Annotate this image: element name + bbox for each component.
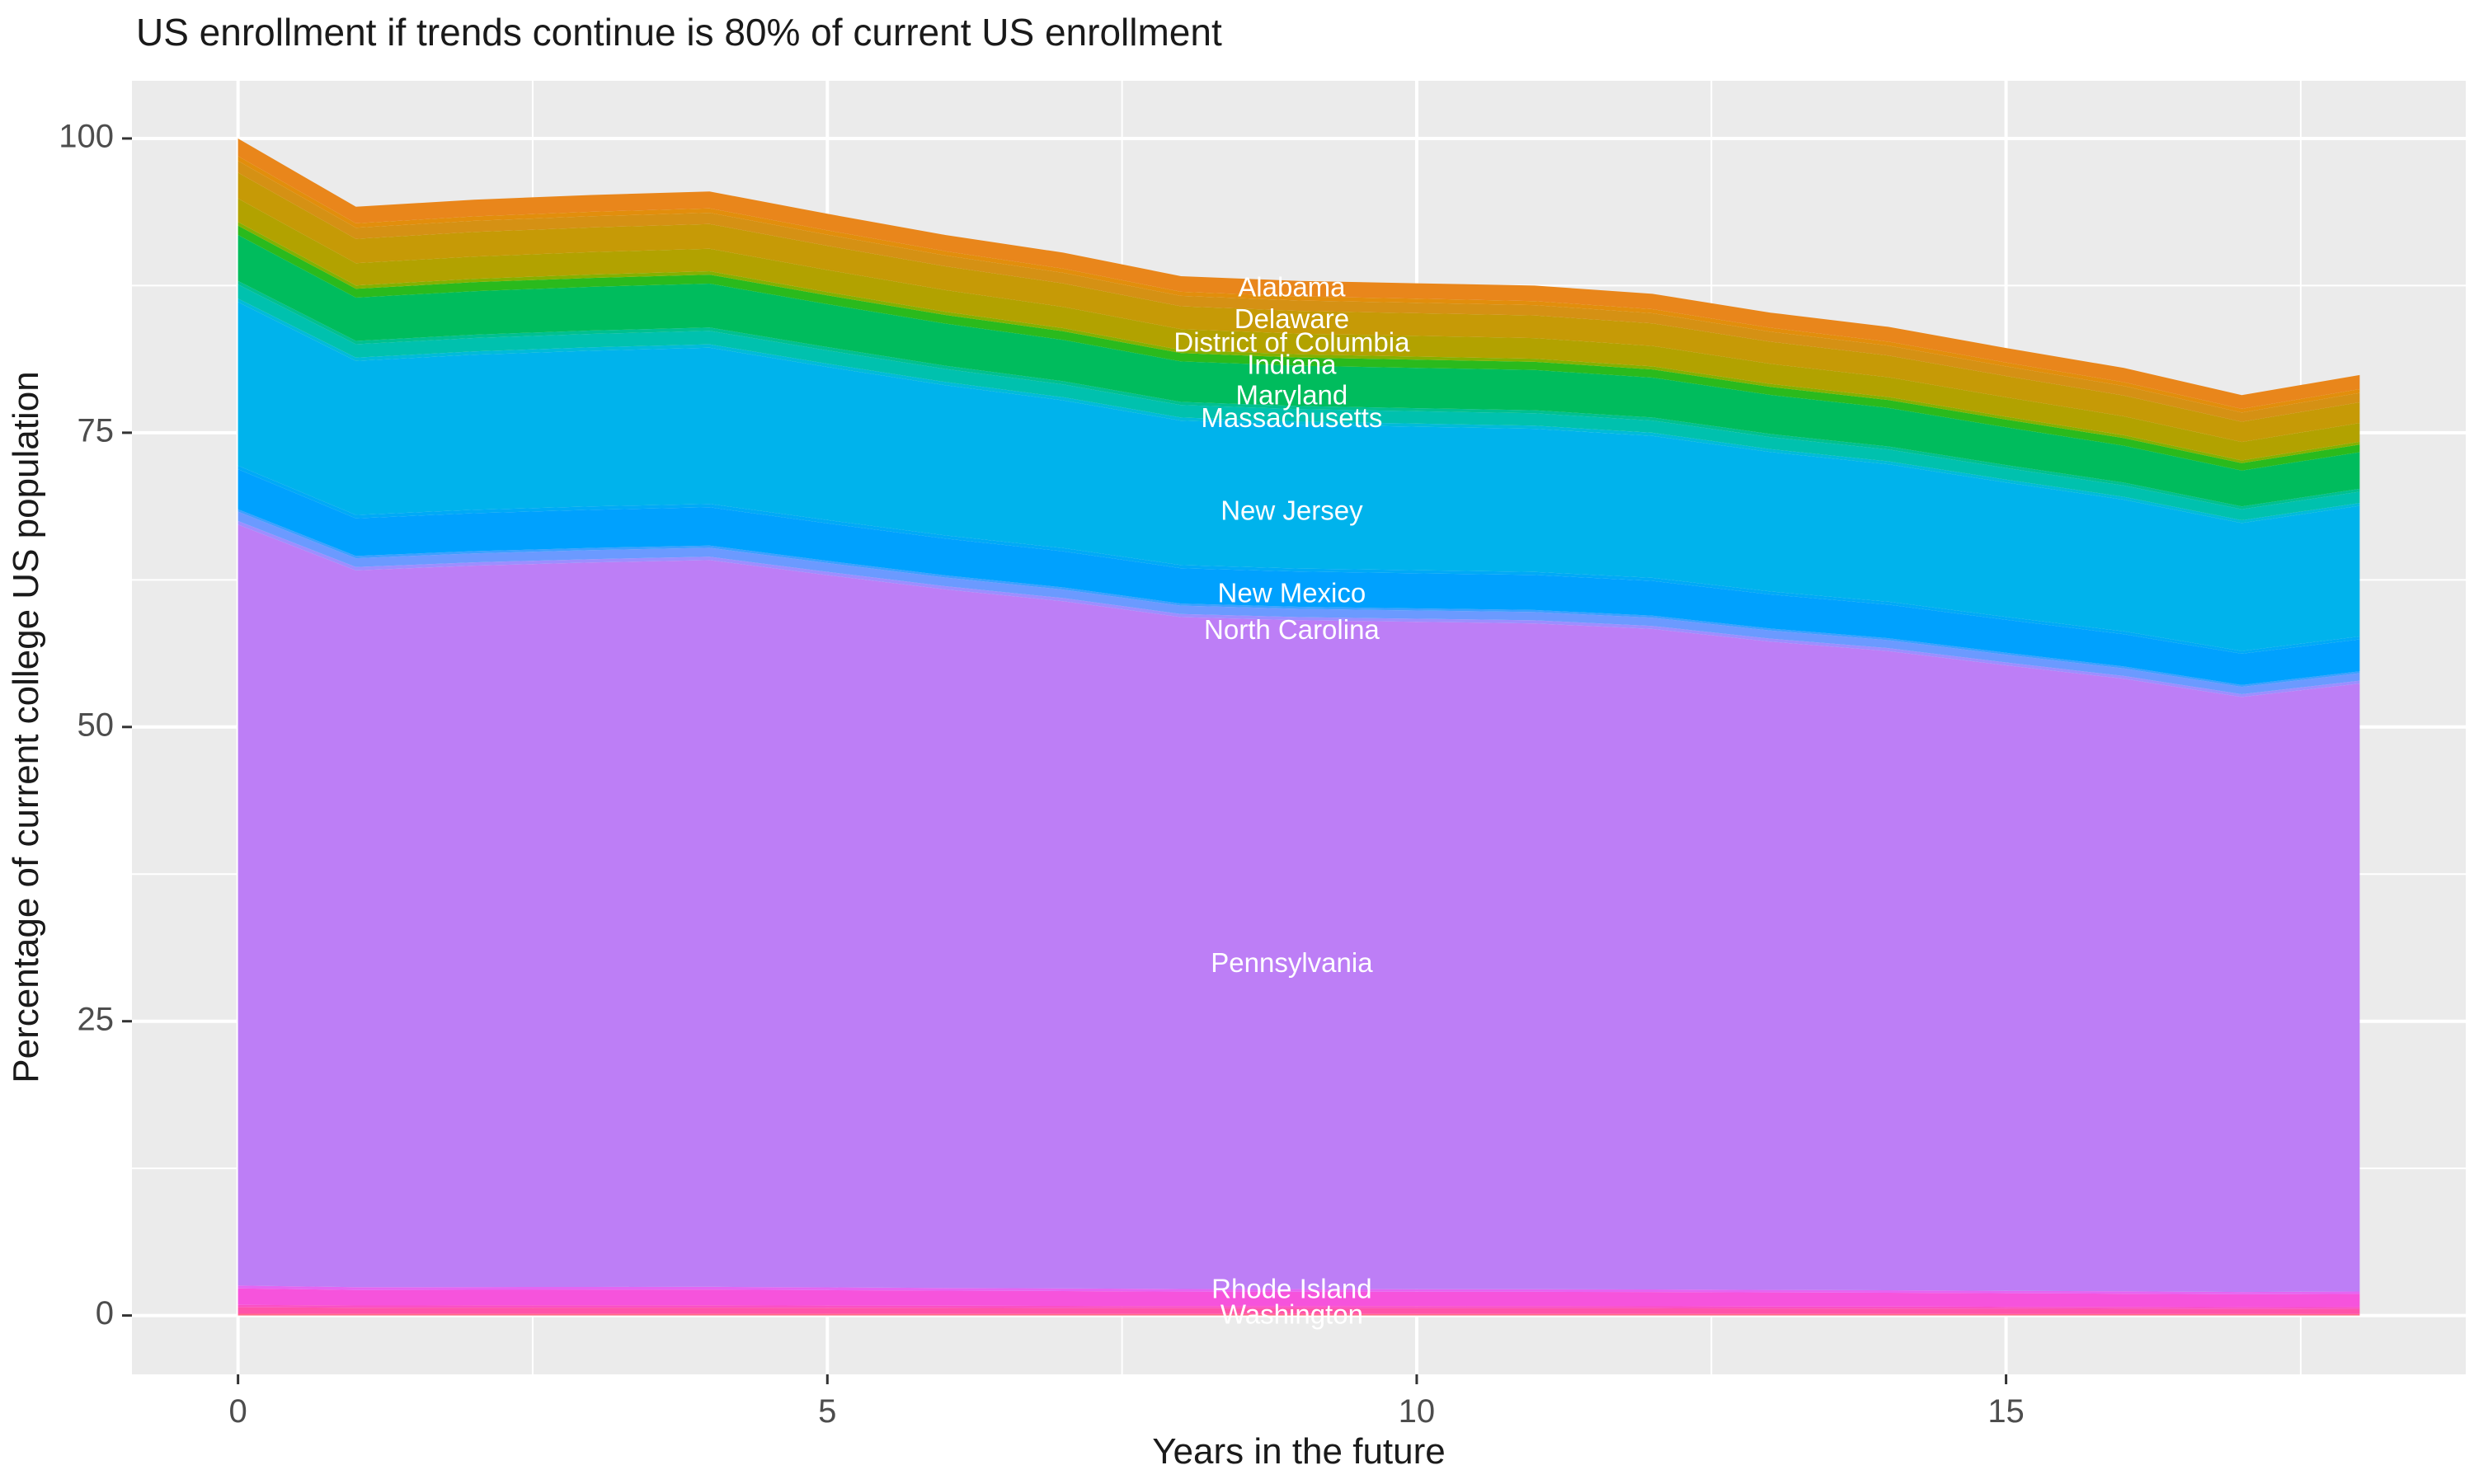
stacked-areas-layer — [238, 139, 2360, 1316]
x-tick-label: 5 — [818, 1393, 836, 1430]
area-massachusetts — [238, 284, 2360, 520]
x-tick-label: 15 — [1987, 1393, 2025, 1430]
y-tick-label: 50 — [78, 707, 115, 743]
area-new-mexico — [238, 469, 2360, 685]
chart-title: US enrollment if trends continue is 80% … — [136, 11, 1222, 54]
y-tick-label: 0 — [96, 1295, 114, 1331]
area-label-delaware: Delaware — [1235, 303, 1349, 334]
y-tick-label: 25 — [78, 1001, 115, 1037]
y-tick-label: 100 — [59, 119, 114, 155]
area-kansas-group — [238, 222, 2360, 463]
area-pennsylvania — [238, 524, 2360, 1293]
area-label-massachusetts: Massachusetts — [1201, 402, 1382, 433]
area-label-pennsylvania: Pennsylvania — [1211, 947, 1373, 978]
area-vermont-virginia-group — [238, 1304, 2360, 1309]
area-label-new-mexico: New Mexico — [1218, 578, 1366, 608]
x-axis-title: Years in the future — [1152, 1431, 1446, 1472]
area-maryland — [238, 235, 2360, 507]
area-new-hampshire-group — [238, 298, 2360, 524]
area-label-district-of-columbia: District of Columbia — [1174, 327, 1410, 358]
area-label-north-carolina: North Carolina — [1204, 614, 1380, 645]
area-label-indiana: Indiana — [1247, 350, 1337, 380]
area-new-york-group — [238, 465, 2360, 654]
area-washington — [238, 1307, 2360, 1314]
area-oregon-group — [238, 520, 2360, 697]
area-label-maryland: Maryland — [1236, 380, 1348, 411]
area-indiana — [238, 225, 2360, 471]
x-tick-label: 0 — [229, 1393, 247, 1430]
area-label-new-jersey: New Jersey — [1221, 495, 1363, 526]
area-arizona-group — [238, 156, 2360, 413]
area-district-of-columbia — [238, 198, 2360, 461]
area-wyoming-group — [238, 1313, 2360, 1316]
area-rhode-island — [238, 1288, 2360, 1308]
area-north-dakota-group — [238, 509, 2360, 688]
area-alabama — [238, 139, 2360, 409]
area-label-washington: Washington — [1221, 1299, 1363, 1330]
x-tick-label: 10 — [1399, 1393, 1436, 1430]
area-new-jersey — [238, 302, 2360, 651]
area-north-carolina — [238, 511, 2360, 694]
y-axis-title: Percentage of current college US populat… — [6, 371, 46, 1082]
area-connecticut-group — [238, 161, 2360, 422]
area-label-alabama: Alabama — [1238, 271, 1346, 302]
area-delaware — [238, 172, 2360, 443]
area-label-rhode-island: Rhode Island — [1211, 1273, 1371, 1303]
area-south-carolina-group — [238, 1285, 2360, 1294]
axis-layer: 0 25 50 75 100 0 5 10 15 — [59, 119, 2025, 1430]
area-michigan-group — [238, 280, 2360, 510]
y-tick-label: 75 — [78, 412, 115, 448]
